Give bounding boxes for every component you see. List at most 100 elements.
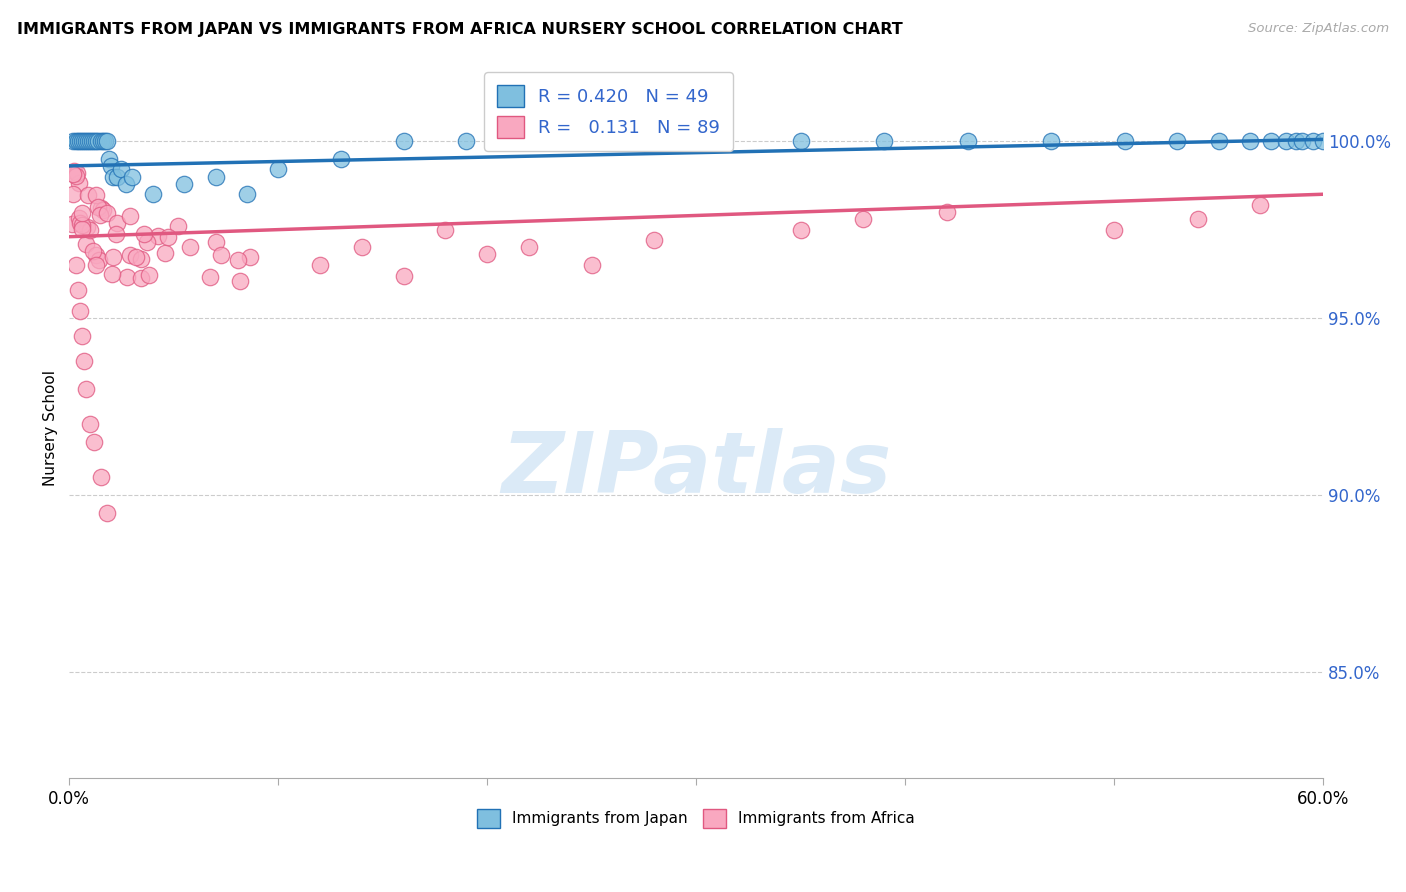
Point <box>90 201 112 215</box>
Point <box>100 159 122 173</box>
Point <box>91 203 114 218</box>
Point <box>105 227 128 242</box>
Point <box>73 353 96 368</box>
Point <box>62 167 84 181</box>
Point <box>94 134 117 148</box>
Point <box>69 304 91 318</box>
Point <box>685 134 707 148</box>
Point <box>110 162 132 177</box>
Point <box>105 169 128 184</box>
Point <box>198 270 221 285</box>
Point <box>79 417 101 432</box>
Point <box>75 237 97 252</box>
Point <box>105 216 128 230</box>
Point <box>581 258 603 272</box>
Point <box>97 152 120 166</box>
Point <box>70 218 93 232</box>
Point <box>77 187 100 202</box>
Point <box>114 177 136 191</box>
Point <box>138 268 160 282</box>
Point <box>167 219 190 234</box>
Point <box>477 247 499 261</box>
Point <box>70 328 93 343</box>
Point <box>91 134 114 148</box>
Point <box>517 240 540 254</box>
Point <box>1249 198 1271 212</box>
Point <box>956 134 979 148</box>
Point <box>602 134 624 148</box>
Point <box>873 134 896 148</box>
Point <box>392 268 415 283</box>
Point <box>73 134 96 148</box>
Point <box>134 227 156 242</box>
Point <box>239 250 262 264</box>
Point <box>90 470 112 484</box>
Point <box>70 134 93 148</box>
Point <box>66 134 89 148</box>
Point <box>434 222 457 236</box>
Point <box>1114 134 1136 148</box>
Point <box>115 269 138 284</box>
Point <box>173 177 195 191</box>
Point <box>789 134 811 148</box>
Point <box>852 212 875 227</box>
Point <box>121 169 143 184</box>
Point <box>87 200 110 214</box>
Point <box>1291 134 1313 148</box>
Text: Source: ZipAtlas.com: Source: ZipAtlas.com <box>1249 22 1389 36</box>
Point <box>142 187 165 202</box>
Point <box>96 206 118 220</box>
Point <box>1285 134 1308 148</box>
Point <box>148 229 170 244</box>
Point <box>96 134 118 148</box>
Point <box>350 240 373 254</box>
Point <box>79 134 101 148</box>
Point <box>69 134 91 148</box>
Point <box>75 134 97 148</box>
Point <box>1274 134 1296 148</box>
Point <box>65 134 87 148</box>
Point <box>66 283 89 297</box>
Point <box>456 134 478 148</box>
Point <box>309 258 332 272</box>
Point <box>65 258 87 272</box>
Point <box>75 382 97 396</box>
Point <box>205 235 228 249</box>
Text: IMMIGRANTS FROM JAPAN VS IMMIGRANTS FROM AFRICA NURSERY SCHOOL CORRELATION CHART: IMMIGRANTS FROM JAPAN VS IMMIGRANTS FROM… <box>17 22 903 37</box>
Point <box>789 222 811 236</box>
Point <box>84 258 107 272</box>
Point <box>1208 134 1230 148</box>
Point <box>1040 134 1063 148</box>
Point <box>226 253 249 268</box>
Point <box>79 223 101 237</box>
Point <box>209 248 232 262</box>
Point <box>82 244 104 258</box>
Point <box>136 235 159 249</box>
Point <box>129 252 152 266</box>
Point <box>155 245 177 260</box>
Point <box>1239 134 1261 148</box>
Point <box>70 206 93 220</box>
Point <box>1260 134 1282 148</box>
Point <box>936 205 959 219</box>
Point <box>65 169 87 183</box>
Point <box>101 267 124 281</box>
Y-axis label: Nursery School: Nursery School <box>44 370 58 486</box>
Point <box>125 251 148 265</box>
Point <box>392 134 415 148</box>
Point <box>67 211 90 225</box>
Point <box>76 219 98 234</box>
Legend: Immigrants from Japan, Immigrants from Africa: Immigrants from Japan, Immigrants from A… <box>471 803 921 834</box>
Point <box>1302 134 1324 148</box>
Point <box>101 169 124 184</box>
Point <box>67 176 90 190</box>
Point <box>96 506 118 520</box>
Point <box>236 187 259 202</box>
Point <box>62 134 84 148</box>
Point <box>179 240 201 254</box>
Point <box>83 134 105 148</box>
Point <box>60 217 83 231</box>
Point <box>69 216 91 230</box>
Point <box>517 134 540 148</box>
Point <box>62 186 84 201</box>
